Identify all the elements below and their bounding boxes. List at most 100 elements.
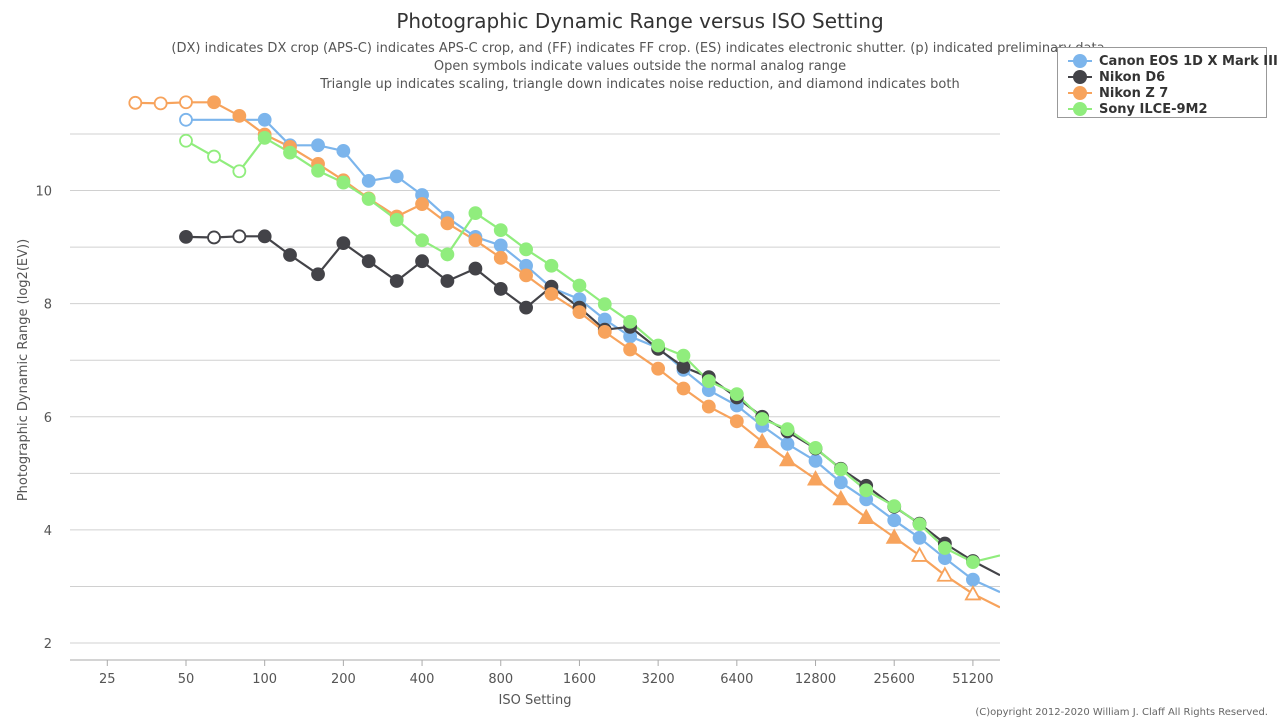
data-point[interactable]: [415, 254, 429, 269]
y-axis-title: Photographic Dynamic Range (log2(EV)): [16, 239, 31, 501]
data-point[interactable]: [440, 274, 455, 288]
data-point[interactable]: [361, 192, 376, 206]
data-point[interactable]: [729, 387, 744, 402]
data-point[interactable]: [311, 267, 325, 282]
data-point[interactable]: [964, 584, 982, 601]
data-point[interactable]: [257, 112, 272, 127]
data-point[interactable]: [519, 300, 533, 315]
data-point[interactable]: [361, 254, 376, 269]
data-point[interactable]: [966, 572, 980, 587]
data-point[interactable]: [468, 206, 483, 221]
data-point[interactable]: [232, 108, 247, 123]
data-point[interactable]: [283, 248, 297, 262]
x-tick-label: 3200: [642, 672, 675, 687]
data-point[interactable]: [808, 453, 823, 468]
data-point[interactable]: [912, 530, 927, 545]
legend-item-sony[interactable]: Sony ILCE-9M2: [1068, 101, 1208, 117]
x-tick-label: 400: [410, 672, 435, 687]
data-point[interactable]: [493, 250, 508, 265]
data-point[interactable]: [780, 422, 795, 437]
data-point[interactable]: [257, 229, 272, 244]
data-point[interactable]: [179, 95, 193, 110]
data-point[interactable]: [755, 412, 770, 426]
data-point[interactable]: [544, 287, 559, 301]
data-point[interactable]: [887, 513, 902, 528]
data-point[interactable]: [651, 338, 666, 353]
data-point[interactable]: [468, 233, 483, 248]
data-point[interactable]: [597, 325, 612, 339]
data-point[interactable]: [361, 173, 376, 188]
data-point[interactable]: [519, 242, 533, 257]
data-point[interactable]: [808, 440, 823, 455]
y-tick-label: 10: [35, 185, 52, 200]
data-point[interactable]: [676, 381, 691, 396]
data-point[interactable]: [257, 130, 272, 145]
legend-item-nikon-d6[interactable]: Nikon D6: [1068, 69, 1165, 85]
data-point[interactable]: [857, 508, 875, 524]
data-point[interactable]: [232, 164, 247, 179]
data-point[interactable]: [311, 163, 325, 178]
data-point[interactable]: [179, 133, 193, 148]
data-point[interactable]: [336, 144, 351, 158]
data-point[interactable]: [336, 175, 351, 190]
data-point[interactable]: [729, 414, 744, 429]
data-point[interactable]: [493, 282, 508, 296]
legend-marker-nikon-d6: [1068, 70, 1092, 84]
data-point[interactable]: [833, 462, 848, 477]
data-point[interactable]: [440, 247, 455, 262]
data-point[interactable]: [833, 475, 848, 490]
data-point[interactable]: [415, 233, 429, 248]
data-point[interactable]: [207, 149, 221, 164]
data-point[interactable]: [415, 197, 429, 211]
data-point[interactable]: [623, 314, 638, 329]
legend-marker-canon: [1068, 54, 1092, 68]
data-point[interactable]: [440, 216, 455, 231]
data-point[interactable]: [651, 361, 666, 376]
data-point[interactable]: [911, 546, 929, 562]
data-point[interactable]: [966, 555, 980, 570]
data-point[interactable]: [937, 541, 952, 555]
data-point[interactable]: [887, 499, 902, 514]
data-point[interactable]: [207, 95, 221, 110]
data-point[interactable]: [572, 278, 587, 293]
data-point[interactable]: [519, 268, 533, 283]
data-point[interactable]: [623, 342, 638, 357]
data-point[interactable]: [493, 238, 508, 253]
data-point[interactable]: [885, 528, 903, 544]
data-point[interactable]: [232, 229, 247, 244]
x-tick-label: 25600: [874, 672, 915, 687]
data-point[interactable]: [778, 450, 797, 467]
data-point[interactable]: [179, 229, 193, 244]
legend-label-nikon-z7: Nikon Z 7: [1099, 85, 1169, 101]
data-point[interactable]: [676, 360, 691, 374]
chart-legend: Canon EOS 1D X Mark III Nikon D6 Nikon Z…: [1057, 47, 1278, 118]
data-point[interactable]: [753, 432, 771, 449]
data-point[interactable]: [701, 374, 716, 389]
data-point[interactable]: [859, 483, 874, 498]
data-point[interactable]: [912, 517, 927, 532]
data-point[interactable]: [179, 112, 193, 127]
data-point[interactable]: [832, 489, 850, 506]
data-point[interactable]: [128, 95, 143, 110]
data-point[interactable]: [572, 305, 587, 320]
data-point[interactable]: [207, 230, 221, 245]
data-point[interactable]: [153, 96, 168, 111]
data-point[interactable]: [780, 437, 795, 451]
data-point[interactable]: [493, 223, 508, 238]
data-point[interactable]: [597, 297, 612, 312]
legend-item-nikon-z7[interactable]: Nikon Z 7: [1068, 85, 1168, 101]
data-point[interactable]: [701, 399, 716, 414]
data-point[interactable]: [468, 261, 483, 276]
legend-item-canon[interactable]: Canon EOS 1D X Mark III: [1068, 53, 1278, 69]
data-point[interactable]: [336, 236, 351, 251]
data-point[interactable]: [936, 566, 954, 582]
data-point[interactable]: [389, 274, 404, 288]
data-point[interactable]: [283, 145, 297, 160]
data-point[interactable]: [806, 470, 825, 486]
data-point[interactable]: [676, 348, 691, 363]
data-point[interactable]: [544, 258, 559, 273]
data-point[interactable]: [389, 169, 404, 184]
data-point[interactable]: [311, 138, 325, 153]
data-point[interactable]: [389, 213, 404, 227]
